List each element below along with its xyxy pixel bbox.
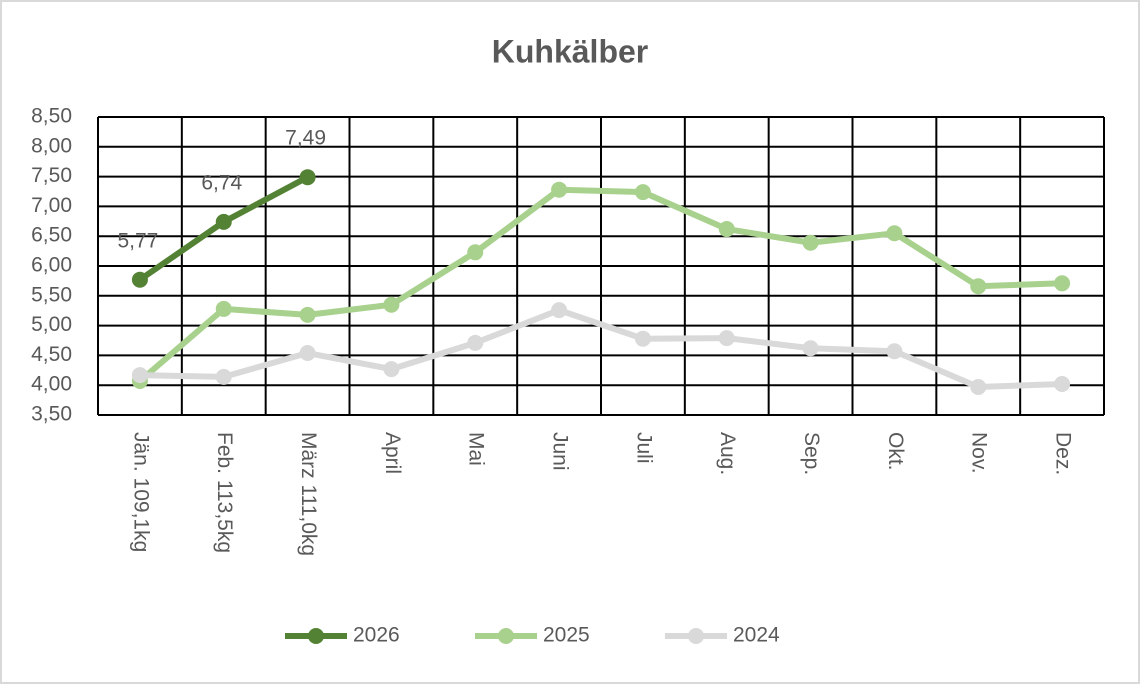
x-tick-label: Feb. 113,5kg [213, 432, 236, 553]
point [1054, 275, 1071, 292]
point [215, 368, 232, 385]
x-tick-label: Okt. [884, 432, 907, 471]
y-tick-label: 7,00 [31, 194, 72, 217]
point [383, 361, 400, 378]
x-tick-label: März 111,0kg [297, 432, 320, 556]
y-tick-label: 4,50 [31, 343, 72, 366]
y-tick-label: 3,50 [31, 403, 72, 426]
legend-label: 2025 [543, 624, 590, 647]
point [215, 213, 232, 230]
legend-marker [688, 628, 704, 644]
data-label: 6,74 [201, 171, 242, 194]
data-label: 7,49 [285, 127, 326, 150]
point [970, 378, 987, 395]
y-tick-label: 4,00 [31, 373, 72, 396]
point [718, 330, 735, 347]
x-tick-label: Juli [632, 432, 655, 464]
y-tick-label: 6,00 [31, 254, 72, 277]
chart-title: Kuhkälber [492, 33, 648, 69]
point [299, 306, 316, 323]
point [299, 345, 316, 362]
y-tick-label: 8,50 [31, 105, 72, 128]
point [131, 271, 148, 288]
y-tick-label: 8,00 [31, 134, 72, 157]
point [718, 221, 735, 238]
point [299, 169, 316, 186]
point [634, 330, 651, 347]
point [551, 302, 568, 319]
y-tick-label: 5,50 [31, 283, 72, 306]
series-line [137, 186, 1063, 384]
legend-label: 2026 [353, 624, 400, 647]
series-line [139, 307, 1063, 390]
x-tick-label: Mai [465, 432, 488, 466]
point [634, 184, 651, 201]
x-tick-label: Aug. [716, 432, 739, 475]
x-tick-label: Sep. [800, 432, 823, 475]
legend-marker [498, 628, 514, 644]
point [467, 244, 484, 261]
y-tick-label: 5,00 [31, 313, 72, 336]
data-label: 5,77 [117, 229, 158, 252]
point [802, 340, 819, 357]
point [802, 234, 819, 251]
x-tick-label: Nov. [968, 432, 991, 474]
legend-marker [308, 628, 324, 644]
x-tick-label: Juni [549, 432, 572, 471]
point [383, 296, 400, 313]
x-tick-label: Dez. [1052, 432, 1075, 475]
y-tick-label: 7,50 [31, 164, 72, 187]
legend-label: 2024 [733, 624, 780, 647]
x-tick-label: April [381, 432, 404, 474]
point [467, 334, 484, 351]
point [215, 300, 232, 317]
point [131, 367, 148, 384]
point [886, 225, 903, 242]
y-tick-label: 6,50 [31, 224, 72, 247]
point [886, 343, 903, 360]
point [551, 181, 568, 198]
point [1054, 376, 1071, 393]
x-tick-label: Jän. 109,1kg [129, 432, 152, 552]
point [970, 278, 987, 295]
